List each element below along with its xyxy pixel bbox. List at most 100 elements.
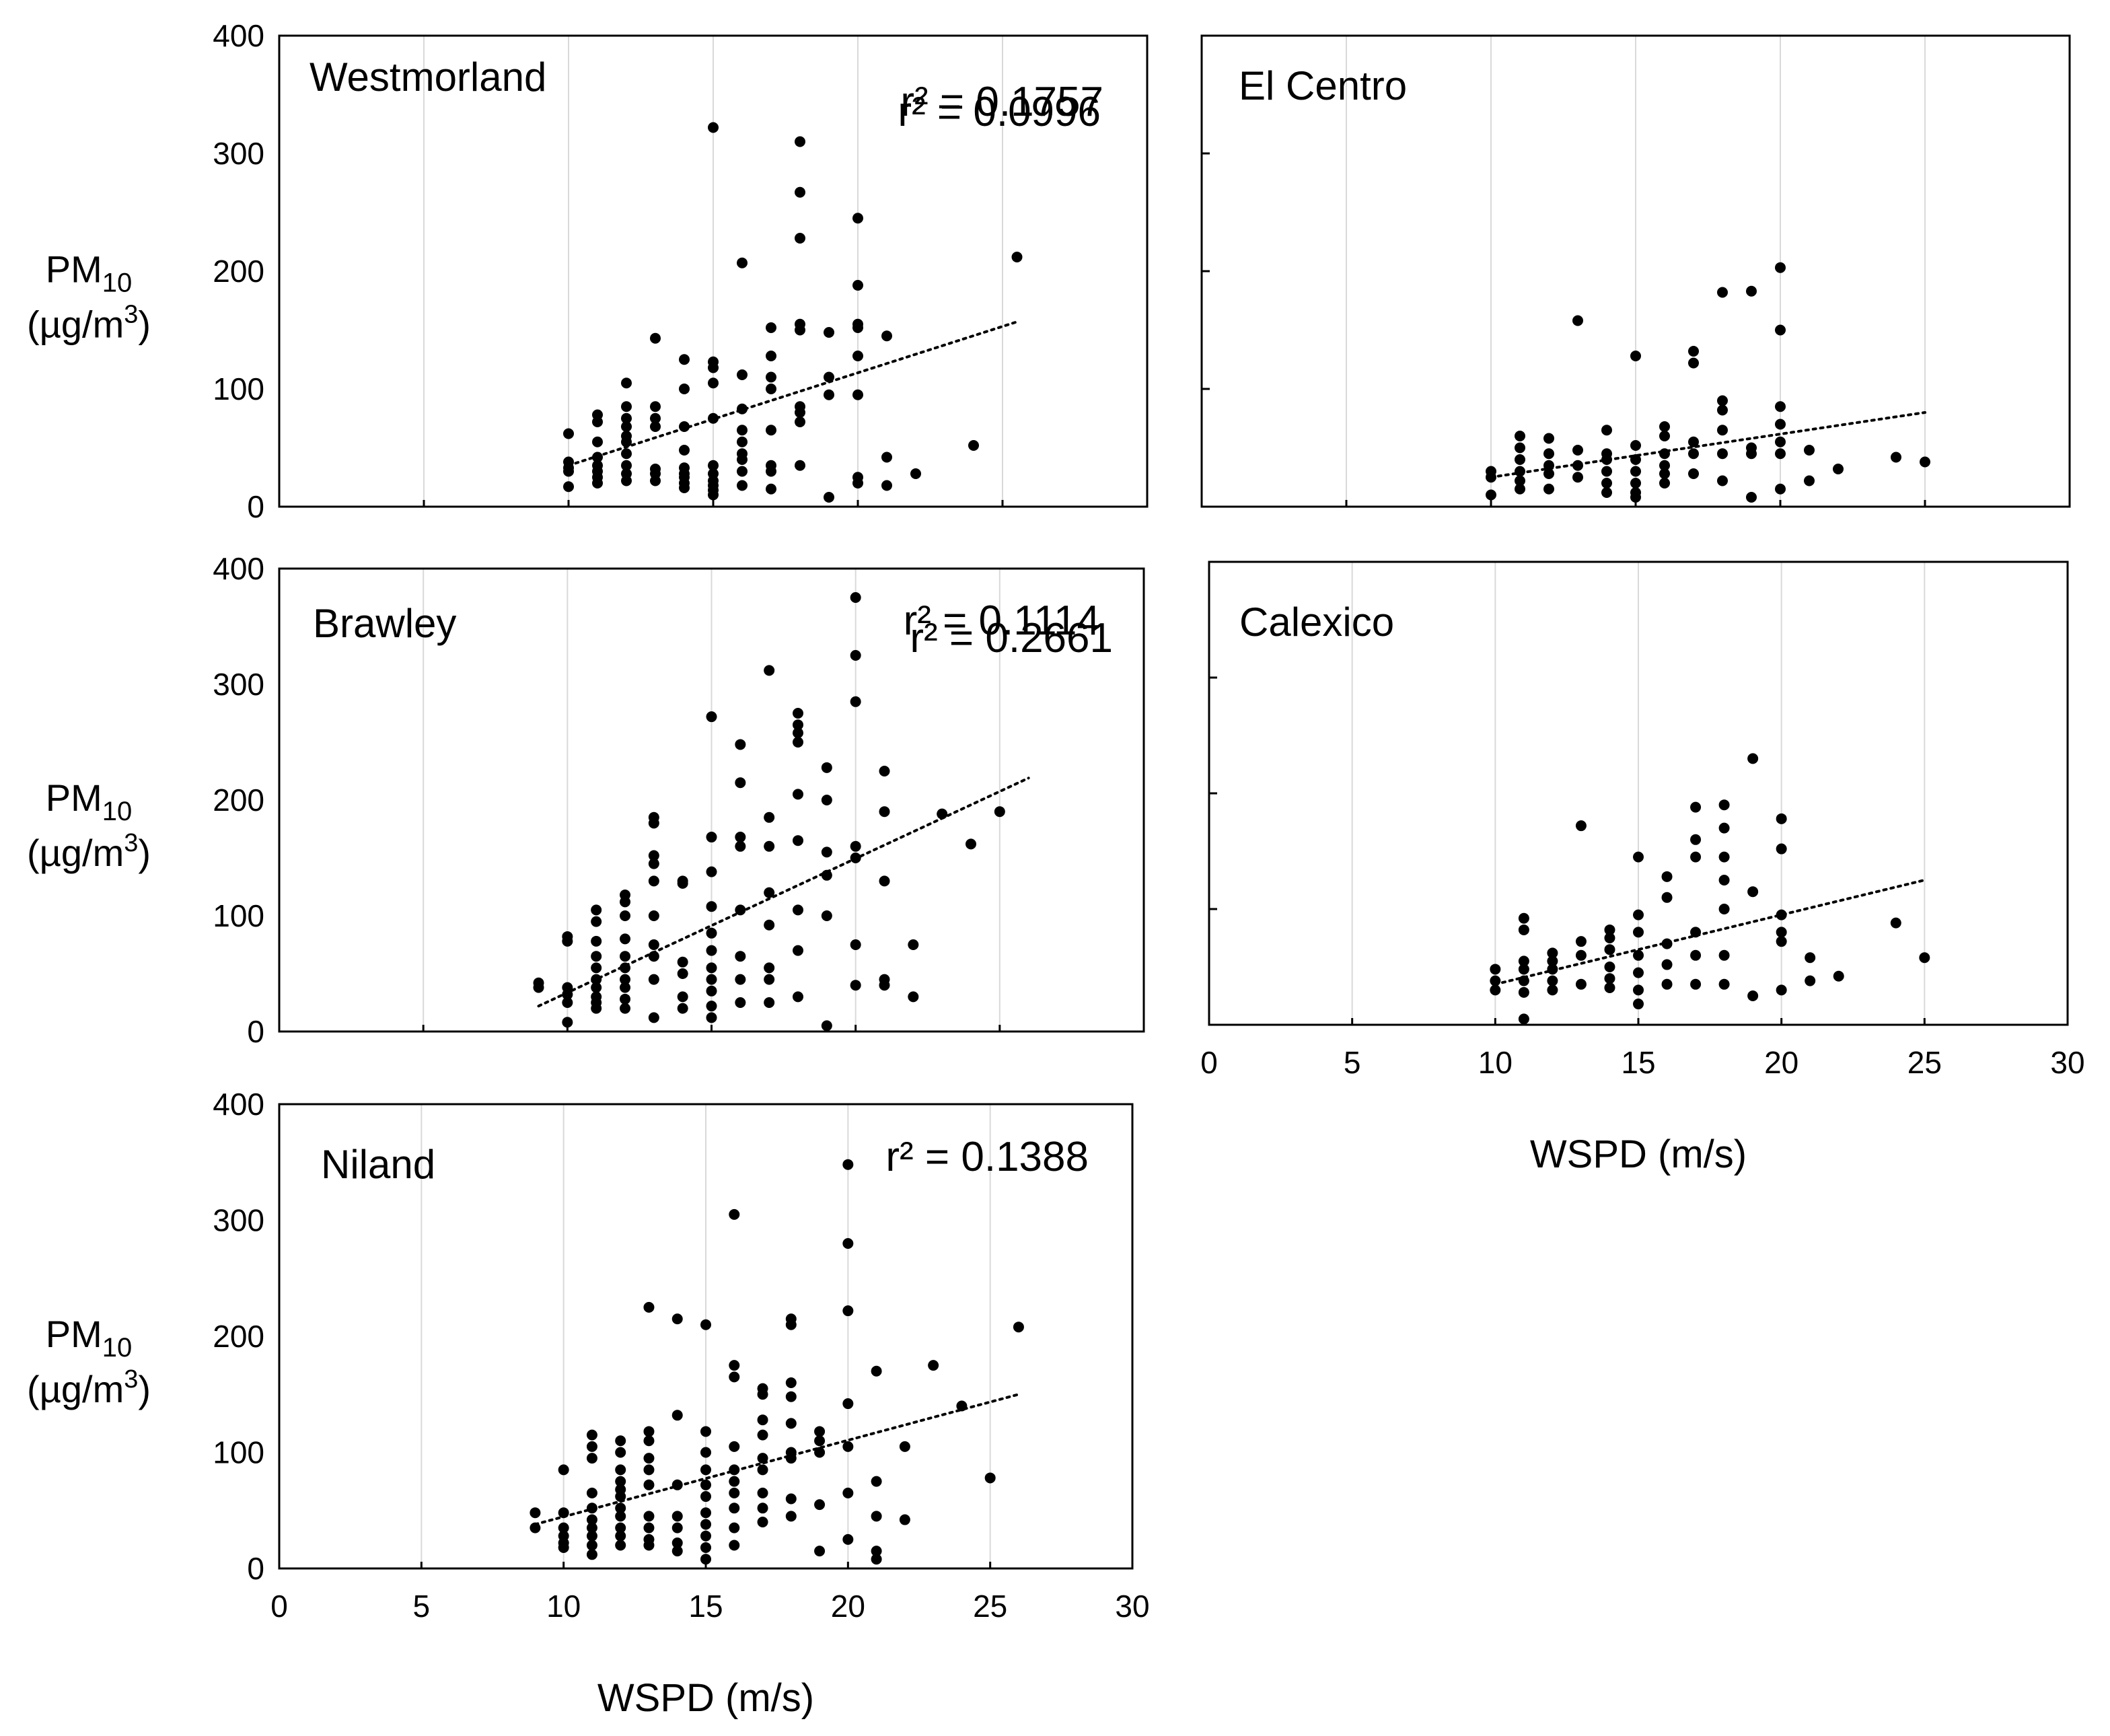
data-point: [1661, 959, 1673, 970]
data-point: [1515, 431, 1525, 441]
data-point: [729, 1208, 740, 1220]
data-point: [737, 466, 748, 477]
data-point: [1891, 451, 1901, 463]
data-point: [764, 887, 775, 898]
data-point: [1718, 978, 1730, 990]
data-point: [1805, 952, 1816, 964]
data-point: [671, 1538, 683, 1549]
data-point: [621, 377, 632, 389]
data-point: [1718, 799, 1730, 811]
data-point: [795, 324, 805, 336]
data-point: [814, 1447, 826, 1458]
data-point: [700, 1426, 711, 1437]
y-axis-label: PM10: [46, 1313, 133, 1363]
data-point: [1776, 813, 1787, 824]
data-point: [1690, 949, 1702, 961]
data-point: [850, 980, 861, 991]
data-point: [1486, 489, 1496, 501]
data-point: [1775, 324, 1786, 336]
data-point: [795, 233, 805, 244]
data-point: [764, 840, 775, 852]
data-point: [1630, 351, 1641, 361]
data-point: [785, 1511, 797, 1522]
data-point: [850, 650, 861, 661]
data-point: [643, 1479, 655, 1490]
data-point: [1630, 478, 1641, 489]
data-point: [533, 982, 544, 993]
data-point: [615, 1511, 626, 1522]
data-point: [586, 1522, 597, 1533]
data-point: [899, 1514, 910, 1525]
x-tick-label: 15: [1621, 1045, 1655, 1080]
data-point: [1717, 395, 1728, 406]
y-tick-label: 0: [247, 489, 264, 524]
data-point: [1633, 999, 1644, 1010]
data-point: [700, 1554, 711, 1565]
data-point: [591, 904, 602, 916]
data-point: [850, 840, 861, 852]
data-point: [1775, 262, 1786, 273]
data-point: [1661, 938, 1673, 949]
data-point: [824, 389, 834, 400]
data-point: [679, 482, 690, 493]
data-point: [729, 1360, 740, 1371]
data-point: [706, 927, 717, 939]
data-point: [956, 1400, 968, 1412]
data-point: [1718, 904, 1730, 914]
data-point: [1543, 460, 1554, 471]
data-point: [793, 727, 803, 739]
data-point: [814, 1435, 826, 1447]
data-point: [706, 945, 717, 956]
data-point: [757, 1389, 768, 1400]
data-point: [706, 985, 717, 997]
data-point: [558, 1507, 569, 1519]
y-axis-label: PM10: [46, 248, 133, 298]
data-point: [1690, 978, 1702, 990]
data-point: [650, 421, 661, 432]
data-point: [1601, 425, 1612, 436]
data-point: [706, 866, 717, 877]
data-point: [1688, 357, 1699, 369]
station-label: Brawley: [313, 601, 456, 646]
data-point: [1572, 472, 1583, 483]
data-point: [621, 460, 632, 471]
data-point: [1747, 753, 1759, 764]
data-point: [708, 489, 719, 501]
y-tick-label: 400: [213, 551, 264, 586]
data-point: [586, 1441, 597, 1452]
data-point: [648, 850, 659, 861]
data-point: [1659, 421, 1670, 432]
data-point: [821, 795, 832, 805]
data-point: [737, 454, 748, 465]
y-tick-label: 100: [213, 371, 264, 406]
r-squared-label: r² = 0.1388: [885, 1134, 1089, 1180]
y-tick-label: 200: [213, 783, 264, 818]
data-point: [1518, 1013, 1529, 1025]
data-point: [1775, 436, 1786, 447]
data-point: [586, 1429, 597, 1441]
data-point: [1919, 952, 1930, 964]
y-tick-label: 300: [213, 136, 264, 171]
data-point: [764, 997, 775, 1008]
data-point: [852, 322, 863, 333]
data-point: [621, 412, 632, 424]
data-point: [643, 1453, 655, 1464]
data-point: [1775, 401, 1786, 412]
data-point: [1518, 986, 1529, 998]
data-point: [842, 1159, 854, 1170]
data-point: [1604, 973, 1615, 984]
trend-line: [567, 320, 1019, 467]
r-squared-label: r² = 0.0996: [898, 89, 1101, 135]
data-point: [706, 901, 717, 912]
data-point: [1543, 483, 1554, 495]
data-point: [563, 481, 574, 493]
data-point: [757, 1517, 768, 1527]
data-point: [785, 1391, 797, 1402]
data-point: [1688, 468, 1699, 479]
data-point: [793, 991, 803, 1003]
data-point: [908, 991, 919, 1003]
data-point: [908, 939, 919, 950]
data-point: [852, 389, 863, 400]
data-point: [793, 737, 803, 748]
